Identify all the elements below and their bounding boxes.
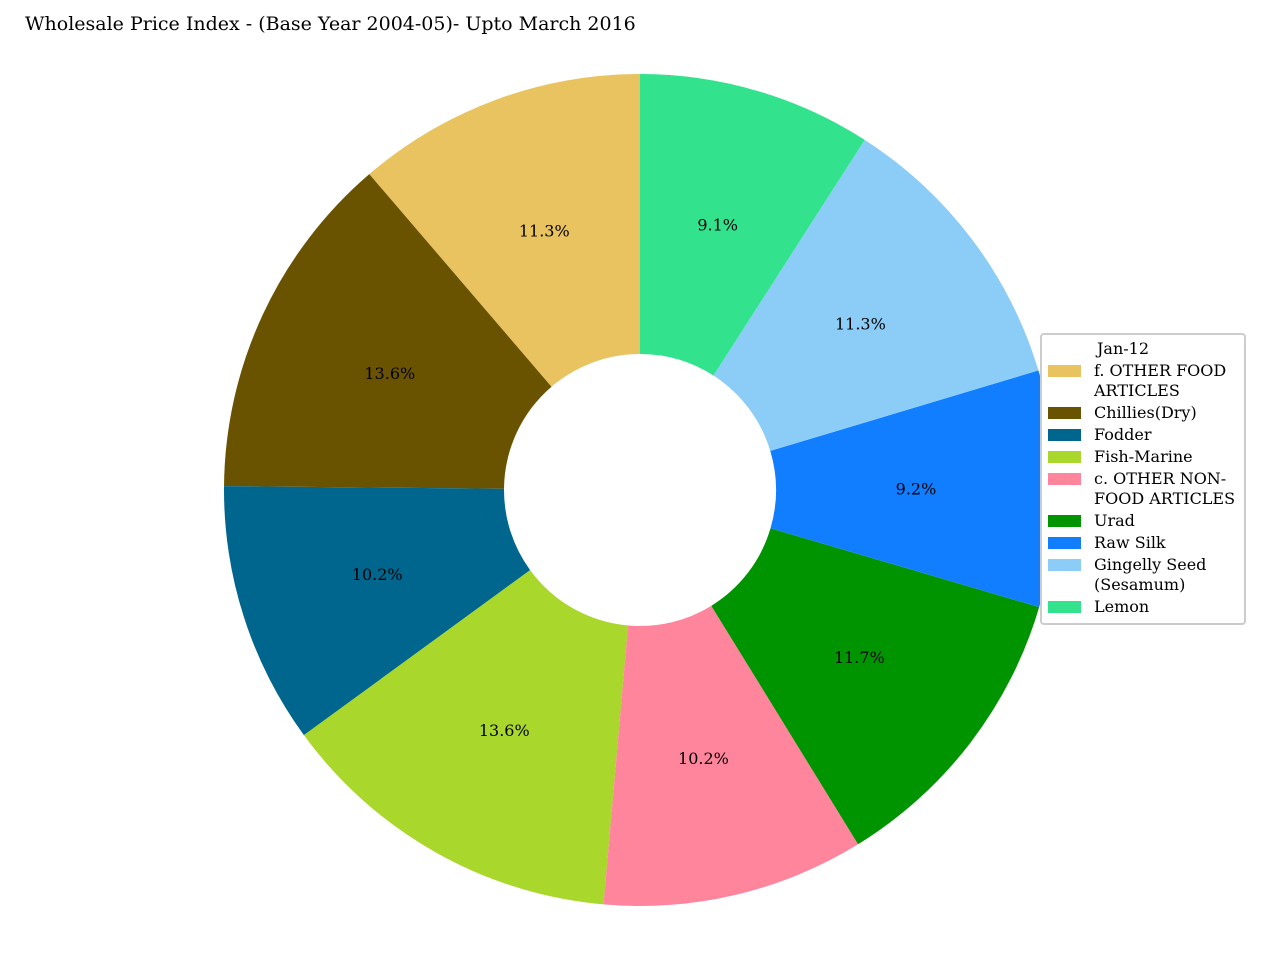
slice-label-gingelly-seed-sesamum: 11.3%: [835, 314, 886, 333]
legend-swatch: [1048, 407, 1081, 419]
legend-label: Fodder: [1094, 425, 1151, 445]
legend-label: Chillies(Dry): [1094, 403, 1197, 423]
legend-label-line: FOOD ARTICLES: [1094, 489, 1236, 508]
legend-item-fodder: Fodder: [1048, 425, 1238, 445]
legend-item-fish-marine: Fish-Marine: [1048, 447, 1238, 467]
legend-label-line: f. OTHER FOOD: [1094, 361, 1227, 380]
legend-swatch: [1048, 473, 1081, 485]
legend-swatch: [1048, 515, 1081, 527]
legend-item-lemon: Lemon: [1048, 597, 1238, 617]
legend-label: Lemon: [1094, 597, 1149, 617]
legend-swatch: [1048, 559, 1081, 571]
slice-urad: [711, 528, 1040, 845]
legend-label-line: Gingelly Seed: [1094, 555, 1207, 574]
chart-title: Wholesale Price Index - (Base Year 2004-…: [25, 13, 636, 35]
slice-label-f-other-food-articles: 11.3%: [519, 222, 570, 241]
legend-label-line: (Sesamum): [1094, 575, 1186, 594]
slice-label-fodder: 10.2%: [352, 565, 403, 584]
legend-items: f. OTHER FOOD ARTICLES Chillies(Dry) Fodder…: [1048, 361, 1238, 617]
legend-label-line: Urad: [1094, 511, 1135, 530]
legend-label: Gingelly Seed (Sesamum): [1094, 555, 1206, 595]
slice-chillies-dry: [224, 174, 552, 489]
legend-item-raw-silk: Raw Silk: [1048, 533, 1238, 553]
legend-label-line: Fish-Marine: [1094, 447, 1193, 466]
legend-label-line: ARTICLES: [1094, 381, 1180, 400]
legend-label-line: Lemon: [1094, 597, 1150, 616]
labels-group: 11.3% 13.6% 10.2% 13.6% 10.2% 11.7% 9.2% 11.3% 9…: [352, 216, 937, 768]
legend-swatch: [1048, 429, 1081, 441]
slice-label-c-other-non-food-articles: 10.2%: [678, 749, 729, 768]
slice-label-lemon: 9.1%: [697, 216, 738, 235]
slice-label-chillies-dry: 13.6%: [364, 364, 415, 383]
legend-label: Urad: [1094, 511, 1135, 531]
legend: Jan-12 f. OTHER FOOD ARTICLES Chillies(Dry…: [1040, 333, 1246, 625]
slice-lemon: [640, 74, 865, 376]
legend-item-gingelly-seed-sesamum: Gingelly Seed (Sesamum): [1048, 555, 1238, 595]
legend-swatch: [1048, 451, 1081, 463]
slice-fodder: [224, 486, 531, 736]
legend-title: Jan-12: [1096, 339, 1150, 358]
slice-label-fish-marine: 13.6%: [479, 721, 530, 740]
legend-item-c-other-non-food-articles: c. OTHER NON- FOOD ARTICLES: [1048, 469, 1238, 509]
slices-group: [224, 74, 1056, 906]
slice-gingelly-seed-sesamum: [713, 139, 1039, 451]
legend-swatch: [1048, 365, 1081, 377]
slice-c-other-non-food-articles: [603, 605, 859, 906]
slice-raw-silk: [770, 370, 1056, 608]
slice-label-urad: 11.7%: [834, 648, 885, 667]
legend-label: c. OTHER NON- FOOD ARTICLES: [1094, 469, 1235, 509]
legend-item-f-other-food-articles: f. OTHER FOOD ARTICLES: [1048, 361, 1238, 401]
slice-label-raw-silk: 9.2%: [896, 480, 937, 499]
legend-label-line: Fodder: [1094, 425, 1152, 444]
legend-item-chillies-dry: Chillies(Dry): [1048, 403, 1238, 423]
slice-f-other-food-articles: [369, 74, 640, 387]
legend-swatch: [1048, 537, 1081, 549]
legend-swatch: [1048, 601, 1081, 613]
legend-label-line: Raw Silk: [1094, 533, 1166, 552]
legend-item-urad: Urad: [1048, 511, 1238, 531]
legend-label-line: Chillies(Dry): [1094, 403, 1197, 422]
legend-label: f. OTHER FOOD ARTICLES: [1094, 361, 1226, 401]
slice-fish-marine: [303, 570, 629, 905]
legend-label: Raw Silk: [1094, 533, 1166, 553]
legend-label-line: c. OTHER NON-: [1094, 469, 1227, 488]
legend-label: Fish-Marine: [1094, 447, 1193, 467]
